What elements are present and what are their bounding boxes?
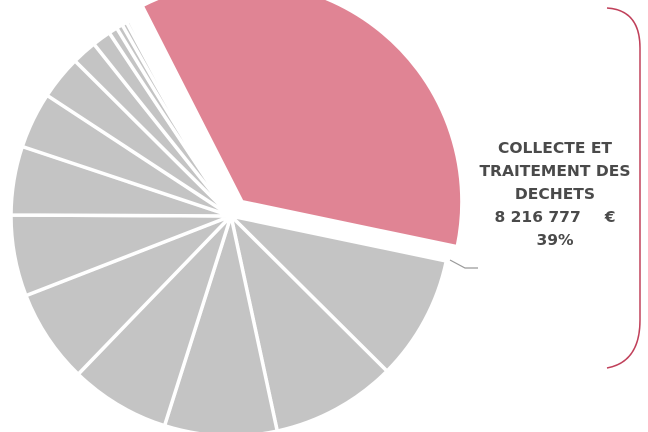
callout-amount: 8 216 777: [494, 208, 581, 226]
callout-currency: €: [604, 208, 616, 226]
pie-slices: [9, 0, 464, 432]
pie-slice: [76, 214, 233, 428]
pie-slice: [229, 214, 449, 373]
pie-slice: [128, 18, 233, 218]
leader-line: [449, 259, 478, 269]
pie-slice: [229, 214, 389, 432]
callout-label-line-3: DECHETS: [514, 185, 596, 203]
callout-amount-line: 8 216 777 €: [462, 206, 648, 229]
pie-slice-highlight: [140, 0, 464, 249]
callout-bracket: [606, 7, 641, 369]
callout-percent: 39%: [536, 231, 574, 249]
callout-label-line-1: COLLECTE ET: [498, 139, 612, 157]
callout-label-line-2: TRAITEMENT DES: [479, 162, 631, 180]
highlight-callout: COLLECTE ET TRAITEMENT DES DECHETS 8 216…: [462, 137, 648, 252]
